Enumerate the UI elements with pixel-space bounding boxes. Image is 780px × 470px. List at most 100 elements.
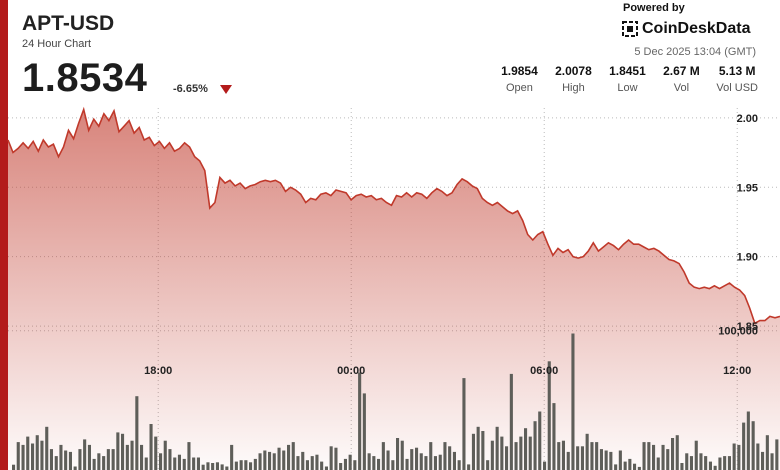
volume-bar <box>258 453 262 470</box>
volume-bar <box>433 456 437 470</box>
volume-bar <box>102 456 106 470</box>
volume-bar <box>144 457 148 470</box>
volume-bar <box>580 446 584 470</box>
volume-bar <box>647 442 651 470</box>
volume-bar <box>770 453 774 470</box>
volume-bar <box>713 465 717 470</box>
volume-bar <box>68 451 72 470</box>
stat-label: Vol <box>673 82 690 94</box>
volume-bar <box>543 461 547 470</box>
volume-bar <box>225 466 229 470</box>
x-tick-label: 12:00 <box>723 365 751 377</box>
volume-bar <box>12 464 16 470</box>
volume-bar <box>277 447 281 470</box>
timestamp: 5 Dec 2025 13:04 (GMT) <box>634 46 756 58</box>
price-area <box>8 109 780 470</box>
volume-bar <box>140 444 144 470</box>
volume-bar <box>609 451 613 470</box>
volume-bar <box>590 442 594 470</box>
volume-bar <box>680 463 684 470</box>
coindesk-logo[interactable]: CoinDeskData <box>622 20 750 38</box>
volume-bar <box>438 454 442 470</box>
volume-bar <box>576 446 580 470</box>
volume-bar <box>177 454 181 470</box>
y-tick-label: 1.85 <box>737 321 758 333</box>
volume-bar <box>765 435 769 470</box>
stat-value: 2.67 M <box>663 64 700 78</box>
stat-value: 1.9854 <box>501 64 538 78</box>
volume-bar <box>31 443 35 470</box>
volume-bar <box>415 447 419 470</box>
volume-bar <box>149 424 153 470</box>
volume-bar <box>163 440 167 470</box>
stat-label: Vol USD <box>716 82 758 94</box>
volume-bar <box>45 426 49 470</box>
volume-bar <box>552 403 556 470</box>
volume-bar <box>315 454 319 470</box>
stat-label: High <box>562 82 585 94</box>
volume-bar <box>59 444 63 470</box>
y-tick-label: 1.90 <box>737 252 758 264</box>
volume-bar <box>467 464 471 470</box>
volume-bar <box>26 436 30 470</box>
volume-bar <box>699 453 703 470</box>
volume-bar <box>92 458 96 470</box>
volume-bar <box>54 456 58 470</box>
volume-bar <box>125 444 129 470</box>
y-tick-label: 1.95 <box>737 182 758 194</box>
volume-bar <box>287 444 291 470</box>
volume-bar <box>135 396 139 470</box>
volume-bar <box>83 439 87 470</box>
volume-bar <box>471 433 475 470</box>
volume-bar <box>396 438 400 470</box>
stat-high: 2.0078 High <box>554 64 592 94</box>
volume-bar <box>557 442 561 470</box>
volume-bar <box>637 466 641 470</box>
stats-row: 1.9854 Open 2.0078 High 1.8451 Low 2.67 … <box>484 64 758 94</box>
volume-bar <box>234 461 238 470</box>
volume-bar <box>291 442 295 470</box>
price-change: -6.65% <box>173 83 208 95</box>
volume-bar <box>524 428 528 470</box>
volume-bar <box>35 435 39 470</box>
volume-bar <box>595 442 599 470</box>
volume-bar <box>419 453 423 470</box>
volume-bar <box>339 463 343 470</box>
volume-bar <box>372 456 376 470</box>
volume-bar <box>486 460 490 470</box>
volume-bar <box>154 436 158 470</box>
volume-bar <box>481 431 485 470</box>
volume-bar <box>500 436 504 470</box>
volume-bar <box>49 449 53 470</box>
volume-bar <box>400 440 404 470</box>
x-tick-label: 18:00 <box>144 365 172 377</box>
volume-bar <box>196 457 200 470</box>
volume-bar <box>509 373 513 470</box>
volume-bar <box>358 372 362 470</box>
volume-bar <box>320 461 324 470</box>
volume-bar <box>362 393 366 470</box>
stat-value: 5.13 M <box>718 64 756 78</box>
volume-bar <box>708 461 712 470</box>
volume-bar <box>87 444 91 470</box>
volume-bar <box>652 444 656 470</box>
stat-value: 2.0078 <box>555 64 592 78</box>
volume-bar <box>106 449 110 470</box>
volume-bar <box>490 440 494 470</box>
volume-bar <box>604 450 608 470</box>
volume-bar <box>253 458 257 470</box>
volume-bar <box>443 442 447 470</box>
volume-bar <box>239 460 243 470</box>
volume-bar <box>476 426 480 470</box>
volume-bar <box>642 442 646 470</box>
volume-bar <box>244 460 248 470</box>
volume-bar <box>661 444 665 470</box>
volume-bar <box>386 450 390 470</box>
stat-value: 1.8451 <box>609 64 646 78</box>
volume-bar <box>21 444 25 470</box>
volume-bar <box>168 449 172 470</box>
volume-bar <box>192 457 196 470</box>
volume-bar <box>723 456 727 470</box>
volume-bar <box>623 461 627 470</box>
